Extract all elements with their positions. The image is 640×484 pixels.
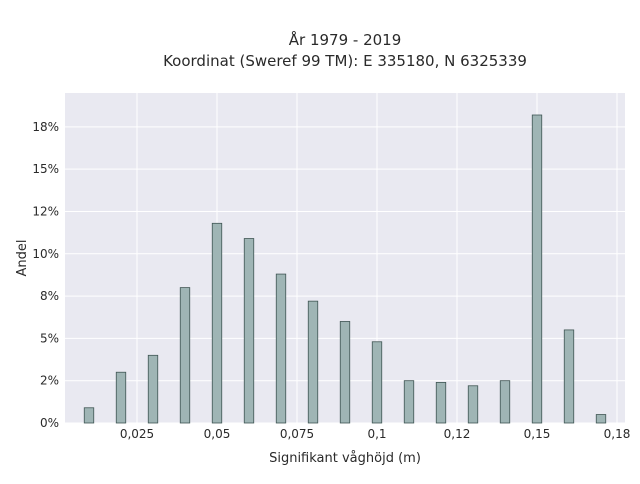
y-tick-label: 2% bbox=[40, 374, 59, 388]
y-tick-label: 18% bbox=[32, 120, 59, 134]
x-axis-ticks: 0,025 0,05 0,075 0,1 0,12 0,15 0,18 bbox=[120, 427, 631, 441]
histogram-bar bbox=[211, 222, 223, 424]
histogram-bar bbox=[147, 354, 159, 424]
y-axis-label: Andel bbox=[15, 240, 30, 277]
histogram-bar bbox=[595, 414, 607, 424]
x-tick-label: 0,05 bbox=[204, 427, 231, 441]
histogram-bar bbox=[339, 321, 351, 424]
x-tick-label: 0,15 bbox=[524, 427, 551, 441]
x-tick-label: 0,075 bbox=[280, 427, 314, 441]
chart-title-line1: År 1979 - 2019 bbox=[289, 30, 402, 49]
y-tick-label: 10% bbox=[32, 247, 59, 261]
histogram-bar bbox=[435, 381, 447, 424]
histogram-bar bbox=[179, 287, 191, 424]
x-tick-label: 0,18 bbox=[604, 427, 631, 441]
histogram-bar bbox=[499, 380, 511, 424]
histogram-bar bbox=[307, 300, 319, 424]
histogram-bar bbox=[531, 114, 543, 424]
y-tick-label: 8% bbox=[40, 289, 59, 303]
histogram-bar bbox=[563, 329, 575, 424]
y-axis-ticks: 0% 2% 5% 8% 10% 12% 15% 18% bbox=[32, 120, 59, 430]
histogram-bar bbox=[83, 407, 95, 424]
histogram-bar bbox=[115, 371, 127, 424]
histogram-bar bbox=[467, 385, 479, 424]
x-axis-label: Signifikant våghöjd (m) bbox=[269, 451, 421, 466]
histogram-bar bbox=[371, 341, 383, 424]
histogram-bar bbox=[243, 238, 255, 424]
histogram-bar bbox=[275, 273, 287, 424]
bars bbox=[83, 114, 607, 424]
chart-title-line2: Koordinat (Sweref 99 TM): E 335180, N 63… bbox=[163, 52, 527, 70]
y-tick-label: 5% bbox=[40, 331, 59, 345]
x-tick-label: 0,025 bbox=[120, 427, 154, 441]
histogram-bar bbox=[403, 380, 415, 424]
y-tick-label: 12% bbox=[32, 204, 59, 218]
x-tick-label: 0,1 bbox=[367, 427, 386, 441]
x-tick-label: 0,12 bbox=[444, 427, 471, 441]
y-tick-label: 15% bbox=[32, 162, 59, 176]
y-tick-label: 0% bbox=[40, 416, 59, 430]
